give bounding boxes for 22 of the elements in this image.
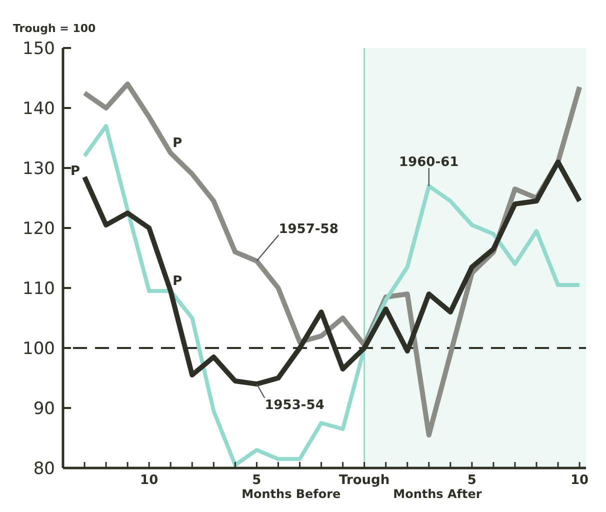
annotation: P <box>172 274 182 289</box>
y-tick-label: 80 <box>33 458 55 479</box>
y-tick-label: 130 <box>22 158 55 179</box>
x-tick-label: 5 <box>252 473 262 488</box>
series-label: 1960-61 <box>399 155 459 170</box>
y-axis-title: Trough = 100 <box>13 22 96 35</box>
y-tick-label: 100 <box>22 338 55 359</box>
x-tick-label: Trough <box>339 473 390 488</box>
y-tick-label: 140 <box>22 98 55 119</box>
y-tick-label: 110 <box>22 278 55 299</box>
x-tick-label: 10 <box>570 473 589 488</box>
y-tick-label: 150 <box>22 38 55 59</box>
y-tick-label: 90 <box>33 398 55 419</box>
x-tick-label: 10 <box>140 473 158 488</box>
series-label: 1953-54 <box>264 398 324 413</box>
x-tick-label: 5 <box>467 473 476 488</box>
annotation: P <box>172 136 182 151</box>
text: Months Before <box>242 487 341 501</box>
y-tick-label: 120 <box>22 218 55 239</box>
text: 1957-58 <box>278 222 338 237</box>
annotation: P <box>70 164 80 179</box>
text: Months After <box>393 487 482 501</box>
